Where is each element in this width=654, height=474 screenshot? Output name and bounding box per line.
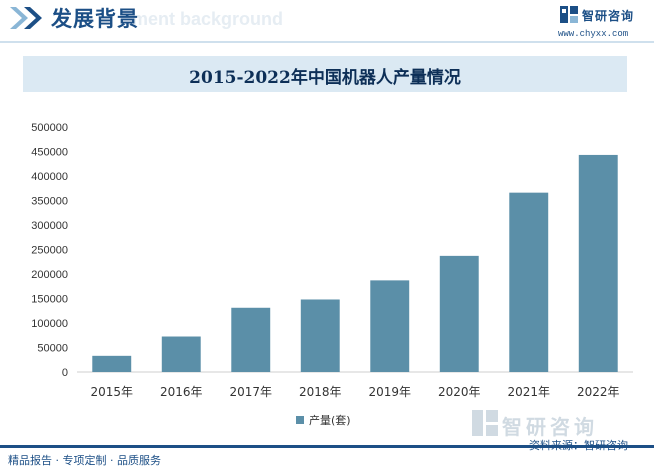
x-tick-label: 2022年 — [577, 385, 620, 399]
y-tick-label: 200000 — [31, 269, 68, 281]
y-tick-label: 450000 — [31, 147, 68, 159]
y-tick-label: 400000 — [31, 171, 68, 183]
bar-2022年 — [578, 154, 618, 372]
header-title: 发展背景 — [51, 7, 139, 31]
y-tick-label: 500000 — [31, 122, 68, 134]
brand-url: www.chyxx.com — [558, 29, 629, 39]
bar-2018年 — [300, 299, 340, 372]
double-chevron-icon — [10, 7, 42, 29]
x-tick-label: 2016年 — [160, 385, 203, 399]
y-tick-label: 300000 — [31, 220, 68, 232]
footer-services: 精品报告 · 专项定制 · 品质服务 — [8, 454, 161, 467]
x-tick-label: 2019年 — [368, 385, 411, 399]
watermark-text: 智研咨询 — [502, 415, 598, 439]
bar-2019年 — [370, 280, 410, 372]
header-subtitle: ment background — [132, 9, 284, 29]
x-tick-label: 2015年 — [90, 385, 133, 399]
header-divider — [0, 41, 654, 43]
y-tick-label: 250000 — [31, 245, 68, 257]
legend-label: 产量(套) — [309, 413, 351, 427]
bar-2020年 — [439, 255, 479, 372]
header: ment background 发展背景 智研咨询 www.chyxx.com — [0, 0, 654, 43]
chart-title: 2015-2022年中国机器人产量情况 — [189, 68, 461, 88]
x-tick-label: 2020年 — [438, 385, 481, 399]
bar-2015年 — [92, 355, 132, 372]
zhiyan-logo-icon — [560, 6, 578, 23]
legend-swatch — [296, 416, 304, 424]
x-tick-label: 2017年 — [229, 385, 272, 399]
y-tick-label: 100000 — [31, 318, 68, 330]
brand-logo: 智研咨询 — [560, 5, 650, 25]
x-tick-label: 2018年 — [299, 385, 342, 399]
bar-2017年 — [231, 307, 271, 372]
y-tick-label: 50000 — [37, 343, 68, 355]
chart-title-banner: 2015-2022年中国机器人产量情况 — [23, 56, 627, 92]
y-tick-label: 350000 — [31, 196, 68, 208]
watermark-logo: 智研咨询 — [472, 410, 632, 440]
bar-2016年 — [161, 336, 201, 372]
brand-name: 智研咨询 — [582, 9, 635, 23]
footer-divider — [0, 445, 654, 448]
x-tick-label: 2021年 — [507, 385, 550, 399]
y-tick-label: 150000 — [31, 294, 68, 306]
bar-2021年 — [509, 192, 549, 372]
bar-chart: 0 50000 100000 150000 200000 250000 300000 3500… — [31, 122, 633, 427]
y-tick-label: 0 — [62, 367, 68, 379]
zhiyan-watermark-icon — [472, 410, 498, 436]
